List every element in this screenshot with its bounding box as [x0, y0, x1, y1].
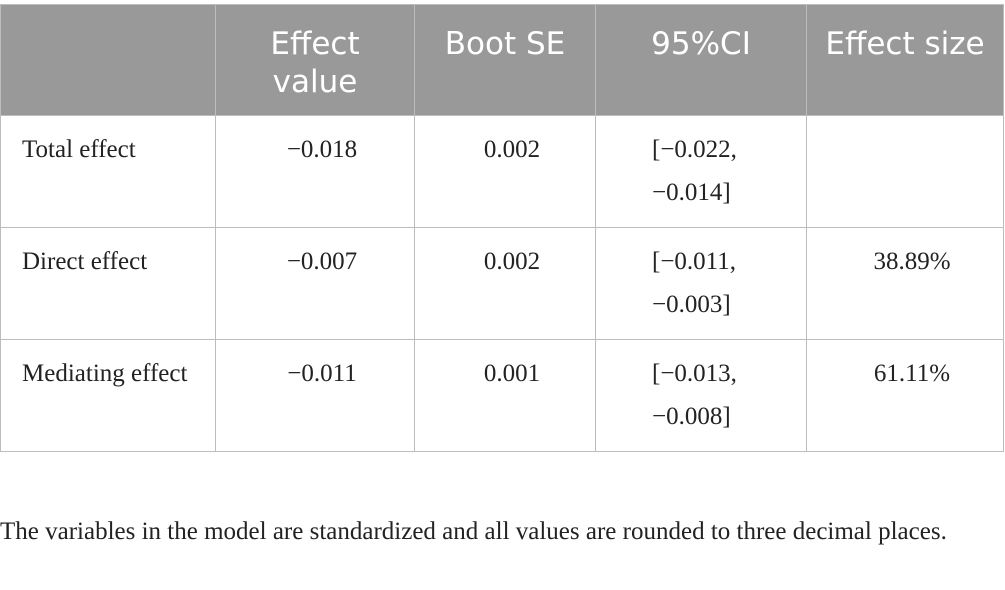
header-effect-size: Effect size — [806, 4, 1004, 116]
header-effect-value: Effect value — [215, 4, 415, 116]
mediation-effects-table: Effect value Boot SE 95%CI Effect size T… — [0, 4, 1004, 452]
row-label-direct-effect: Direct effect — [0, 227, 216, 340]
cell-boot-se: 0.002 — [414, 115, 596, 228]
row-label-mediating-effect: Mediating effect — [0, 339, 216, 452]
header-empty — [0, 4, 216, 116]
cell-effect-value: −0.018 — [215, 115, 415, 228]
results-table-container: Effect value Boot SE 95%CI Effect size T… — [0, 4, 1005, 452]
cell-boot-se: 0.002 — [414, 227, 596, 340]
cell-boot-se: 0.001 — [414, 339, 596, 452]
cell-effect-value: −0.011 — [215, 339, 415, 452]
cell-ci: [−0.011, −0.003] — [595, 227, 807, 340]
cell-effect-size: 61.11% — [806, 339, 1004, 452]
header-boot-se: Boot SE — [414, 4, 596, 116]
cell-ci: [−0.022, −0.014] — [595, 115, 807, 228]
table-footnote: The variables in the model are standardi… — [0, 518, 947, 545]
cell-effect-size: 38.89% — [806, 227, 1004, 340]
table-row: Direct effect −0.007 0.002 [−0.011, −0.0… — [0, 227, 1004, 340]
row-label-total-effect: Total effect — [0, 115, 216, 228]
table-row: Total effect −0.018 0.002 [−0.022, −0.01… — [0, 115, 1004, 228]
cell-effect-value: −0.007 — [215, 227, 415, 340]
table-row: Mediating effect −0.011 0.001 [−0.013, −… — [0, 339, 1004, 452]
header-95ci: 95%CI — [595, 4, 807, 116]
cell-effect-size — [806, 115, 1004, 228]
cell-ci: [−0.013, −0.008] — [595, 339, 807, 452]
table-header-row: Effect value Boot SE 95%CI Effect size — [0, 4, 1004, 116]
